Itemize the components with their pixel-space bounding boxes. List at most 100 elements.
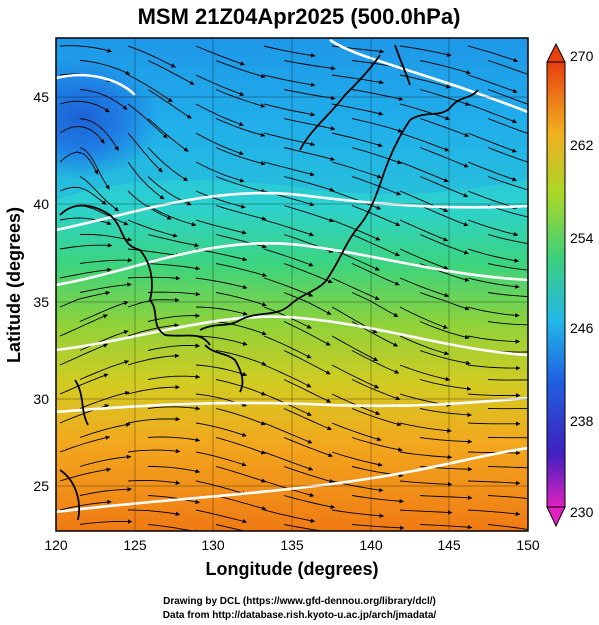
graticule: [56, 38, 528, 531]
streamline: [399, 103, 451, 121]
x-tick-label: 120: [44, 537, 68, 553]
streamline: [127, 384, 180, 395]
streamline: [419, 147, 469, 168]
streamline: [127, 448, 181, 454]
streamline: [331, 103, 384, 116]
streamline: [399, 277, 450, 298]
streamline: [215, 350, 267, 366]
plot-frame: [55, 37, 529, 532]
streamline: [351, 495, 405, 504]
streamline: [351, 379, 401, 401]
streamline: [419, 292, 470, 311]
streamline: [215, 292, 267, 307]
streamline: [127, 161, 165, 200]
streamline: [263, 219, 315, 237]
streamline: [59, 151, 99, 175]
streamline: [467, 103, 518, 124]
streamline: [127, 416, 181, 424]
streamline: [283, 176, 335, 192]
sakhalin-coast: [394, 44, 411, 86]
colorbar: 270 262 254 246 238 230: [546, 42, 594, 528]
streamline: [59, 100, 110, 113]
streamline: [215, 118, 266, 137]
streamline: [215, 263, 267, 278]
streamline: [467, 450, 521, 456]
streamline: [59, 217, 112, 226]
colorbar-tick-label: 238: [570, 413, 594, 429]
footer-credit-data: Data from http://database.rish.kyoto-u.a…: [162, 610, 437, 621]
streamline: [331, 190, 382, 210]
streamline: [79, 390, 130, 409]
streamline: [79, 60, 131, 75]
streamline: [195, 45, 245, 66]
streamline: [351, 524, 405, 531]
streamline: [351, 118, 403, 133]
streamline: [79, 282, 132, 293]
streamline: [195, 451, 247, 467]
streamline: [59, 435, 111, 453]
streamline: [467, 74, 518, 93]
streamline: [195, 480, 247, 496]
streamline: [147, 374, 201, 380]
streamline: [399, 45, 452, 57]
colorbar-min-arrow: [546, 506, 566, 528]
coastlines: [59, 44, 479, 521]
streamline: [467, 132, 517, 153]
korean-peninsula-coast: [59, 204, 211, 346]
streamline: [127, 353, 180, 366]
streamline: [467, 161, 518, 182]
streamline: [399, 335, 450, 356]
streamline: [487, 118, 528, 135]
streamline: [79, 519, 133, 525]
y-tick-label: 40: [33, 196, 49, 212]
streamline: [467, 45, 519, 63]
height-contours: [56, 38, 528, 514]
streamline: [147, 291, 201, 297]
x-tick-label: 140: [359, 537, 383, 553]
streamline: [195, 190, 246, 209]
contour-line: [56, 73, 136, 96]
streamline: [263, 132, 316, 147]
streamline: [59, 343, 109, 366]
streamline: [487, 234, 528, 245]
streamline: [147, 89, 192, 119]
streamline: [351, 408, 402, 427]
wind-streamlines: [59, 45, 528, 531]
streamline: [467, 248, 519, 263]
streamline: [351, 263, 400, 286]
x-axis-title: Longitude (degrees): [205, 559, 378, 579]
streamline: [127, 248, 181, 258]
streamline: [399, 161, 449, 183]
streamline: [59, 290, 111, 308]
streamline: [351, 350, 400, 374]
footer-credit-dcl: Drawing by DCL (https://www.gfd-dennou.o…: [163, 596, 436, 607]
streamline: [331, 422, 382, 442]
streamline: [147, 118, 189, 152]
contour-line: [56, 315, 528, 357]
streamline: [419, 176, 469, 198]
streamline: [351, 176, 402, 196]
streamline: [487, 147, 528, 163]
streamline: [147, 343, 201, 351]
streamline: [79, 147, 110, 190]
streamline: [127, 275, 181, 281]
streamline: [263, 277, 314, 297]
streamline: [215, 495, 267, 511]
streamline: [127, 323, 180, 337]
streamline: [127, 297, 180, 308]
streamline: [79, 89, 128, 110]
streamline: [419, 205, 469, 227]
streamline: [195, 509, 248, 524]
japan-honshu-coast: [199, 119, 411, 331]
streamline: [147, 205, 197, 227]
streamline: [215, 437, 266, 455]
streamline: [399, 364, 451, 382]
streamline: [195, 132, 244, 156]
streamline: [79, 487, 132, 496]
streamline: [195, 277, 248, 290]
streamline: [79, 360, 130, 380]
streamline: [467, 277, 520, 289]
streamline: [487, 379, 528, 381]
streamline: [59, 45, 112, 53]
map-title: MSM 21Z04Apr2025 (500.0hPa): [138, 4, 461, 29]
